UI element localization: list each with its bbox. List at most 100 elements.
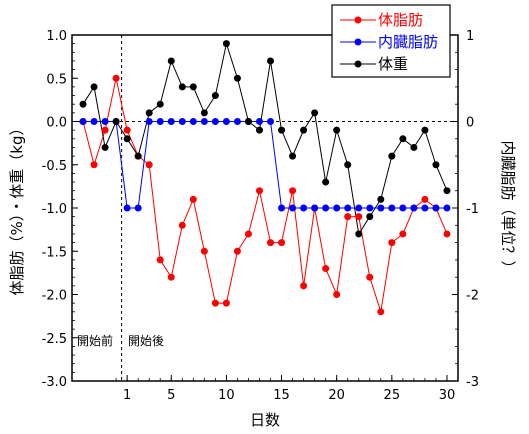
x-tick-label: 5 <box>167 388 175 403</box>
point-visceral-fat <box>222 118 230 125</box>
legend-box <box>331 4 451 78</box>
y-left-tick-label: -2.0 <box>42 289 67 304</box>
y-left-tick-label: -0.5 <box>42 159 67 174</box>
point-weight <box>421 126 429 134</box>
legend-marker-visceral <box>354 38 362 46</box>
point-visceral-fat <box>145 118 153 125</box>
point-body-fat <box>90 161 98 169</box>
point-visceral-fat <box>443 204 451 212</box>
point-body-fat <box>145 161 153 169</box>
point-body-fat <box>178 221 186 229</box>
point-body-fat <box>101 126 109 134</box>
point-body-fat <box>189 195 197 203</box>
point-weight <box>322 178 330 186</box>
point-weight <box>278 126 286 134</box>
point-visceral-fat <box>79 118 87 125</box>
x-tick-label: 20 <box>328 388 345 403</box>
series-line-visceral-fat <box>83 121 447 209</box>
point-weight <box>200 109 208 117</box>
point-visceral-fat <box>421 204 429 212</box>
point-body-fat <box>156 256 164 264</box>
point-body-fat <box>300 282 308 290</box>
y-right-tick-label: -2 <box>466 289 479 304</box>
y-left-tick-label: -1.0 <box>42 202 67 217</box>
point-visceral-fat <box>366 204 374 212</box>
series-line-body-fat <box>82 78 448 312</box>
point-visceral-fat <box>410 204 418 212</box>
point-visceral-fat <box>432 204 440 212</box>
point-body-fat <box>244 230 252 238</box>
point-body-fat <box>355 213 363 221</box>
point-body-fat <box>333 291 341 298</box>
point-body-fat <box>233 247 241 255</box>
point-weight <box>244 118 252 125</box>
point-visceral-fat <box>388 204 396 212</box>
point-weight <box>267 57 275 65</box>
point-weight <box>333 126 341 134</box>
point-visceral-fat <box>178 118 186 125</box>
x-axis-label: 日数 <box>250 411 280 429</box>
y-right-tick-label: -3 <box>466 375 479 390</box>
point-body-fat <box>366 273 374 281</box>
point-weight <box>311 109 319 117</box>
point-weight <box>101 143 109 151</box>
point-visceral-fat <box>189 118 197 125</box>
point-weight <box>255 126 263 134</box>
point-weight <box>167 57 175 65</box>
point-visceral-fat <box>399 204 407 212</box>
point-body-fat <box>123 126 131 134</box>
legend-marker-weight <box>354 60 362 68</box>
point-body-fat <box>278 239 286 247</box>
point-body-fat <box>399 230 407 238</box>
point-visceral-fat <box>278 204 286 212</box>
point-weight <box>189 83 197 91</box>
point-weight <box>145 109 153 117</box>
legend: 体脂肪 内臓脂肪 体重 <box>331 4 451 78</box>
point-body-fat <box>443 230 451 238</box>
y-left-tick-label: 1.0 <box>46 29 67 44</box>
point-weight <box>399 135 407 143</box>
point-weight <box>79 100 87 108</box>
legend-marker-body-fat <box>354 16 362 24</box>
point-visceral-fat <box>300 204 308 212</box>
x-tick-label: 15 <box>273 388 290 403</box>
axis-ticks: 1.00.50.0-0.5-1.0-1.5-2.0-2.5-3.010-1-2-… <box>42 29 479 403</box>
point-body-fat <box>167 273 175 281</box>
y-left-tick-label: 0.5 <box>46 72 67 87</box>
point-weight <box>289 152 297 160</box>
point-visceral-fat <box>156 118 164 125</box>
point-visceral-fat <box>233 118 241 125</box>
point-visceral-fat <box>322 204 330 212</box>
legend-label-weight: 体重 <box>378 55 408 73</box>
point-body-fat <box>211 299 219 307</box>
point-weight <box>123 135 131 143</box>
y-right-tick-label: 0 <box>466 116 474 131</box>
point-visceral-fat <box>333 204 341 212</box>
legend-label-visceral: 内臓脂肪 <box>378 33 438 51</box>
point-body-fat <box>112 74 120 82</box>
annotation-before: 開始前 <box>77 333 113 348</box>
legend-label-body-fat: 体脂肪 <box>378 11 423 29</box>
series-points <box>79 40 451 316</box>
point-visceral-fat <box>311 204 319 212</box>
point-body-fat <box>267 239 275 247</box>
y-left-tick-label: 0.0 <box>46 116 67 131</box>
point-visceral-fat <box>344 204 352 212</box>
y-left-tick-label: -1.5 <box>42 245 67 260</box>
point-weight <box>300 126 308 134</box>
point-weight <box>90 83 98 91</box>
point-visceral-fat <box>200 118 208 125</box>
series-line-weight <box>82 41 448 236</box>
point-visceral-fat <box>267 118 275 125</box>
point-weight <box>222 40 230 48</box>
point-body-fat <box>322 265 330 273</box>
point-visceral-fat <box>134 204 142 212</box>
y-right-tick-label: 1 <box>466 29 474 44</box>
point-visceral-fat <box>377 204 385 212</box>
point-weight <box>134 152 142 160</box>
point-weight <box>410 143 418 151</box>
y-left-tick-label: -3.0 <box>42 375 67 390</box>
y-axis-right-label: 内臓脂肪（単位？） <box>499 140 517 275</box>
point-visceral-fat <box>255 118 263 125</box>
